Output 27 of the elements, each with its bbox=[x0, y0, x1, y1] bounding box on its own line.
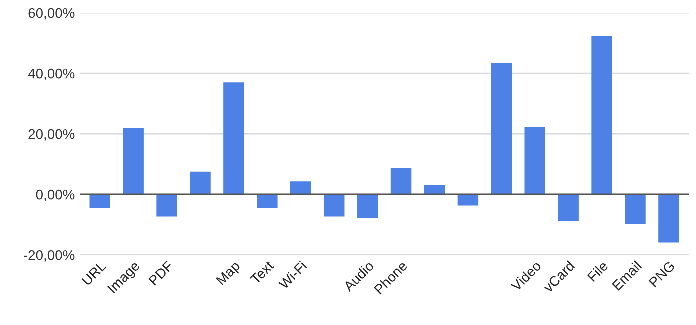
bar bbox=[90, 194, 110, 208]
x-tick-label: URL bbox=[82, 260, 108, 286]
bar bbox=[156, 194, 178, 217]
x-tick-label: Text bbox=[250, 260, 275, 285]
y-tick-label: 20,00% bbox=[28, 129, 75, 141]
y-tick-label: 40,00% bbox=[28, 68, 75, 80]
bar bbox=[658, 194, 680, 243]
bar bbox=[257, 194, 278, 208]
bar bbox=[592, 36, 612, 195]
y-tick-label: -20,00% bbox=[24, 250, 75, 262]
bar bbox=[390, 168, 412, 195]
bar bbox=[424, 186, 446, 195]
x-tick-label: Map bbox=[216, 260, 243, 288]
bar bbox=[290, 182, 312, 195]
x-tick-label: File bbox=[587, 260, 609, 282]
bar bbox=[458, 194, 479, 206]
bar bbox=[357, 194, 378, 218]
y-tick-label: 60,00% bbox=[28, 8, 75, 20]
bar bbox=[558, 194, 579, 222]
bar bbox=[491, 62, 512, 195]
y-tick-label: 0,00% bbox=[36, 190, 75, 202]
bar bbox=[324, 194, 345, 217]
bar bbox=[625, 194, 646, 225]
bar bbox=[190, 172, 211, 195]
bar bbox=[123, 128, 144, 195]
bar bbox=[524, 127, 546, 195]
bar bbox=[224, 82, 244, 195]
